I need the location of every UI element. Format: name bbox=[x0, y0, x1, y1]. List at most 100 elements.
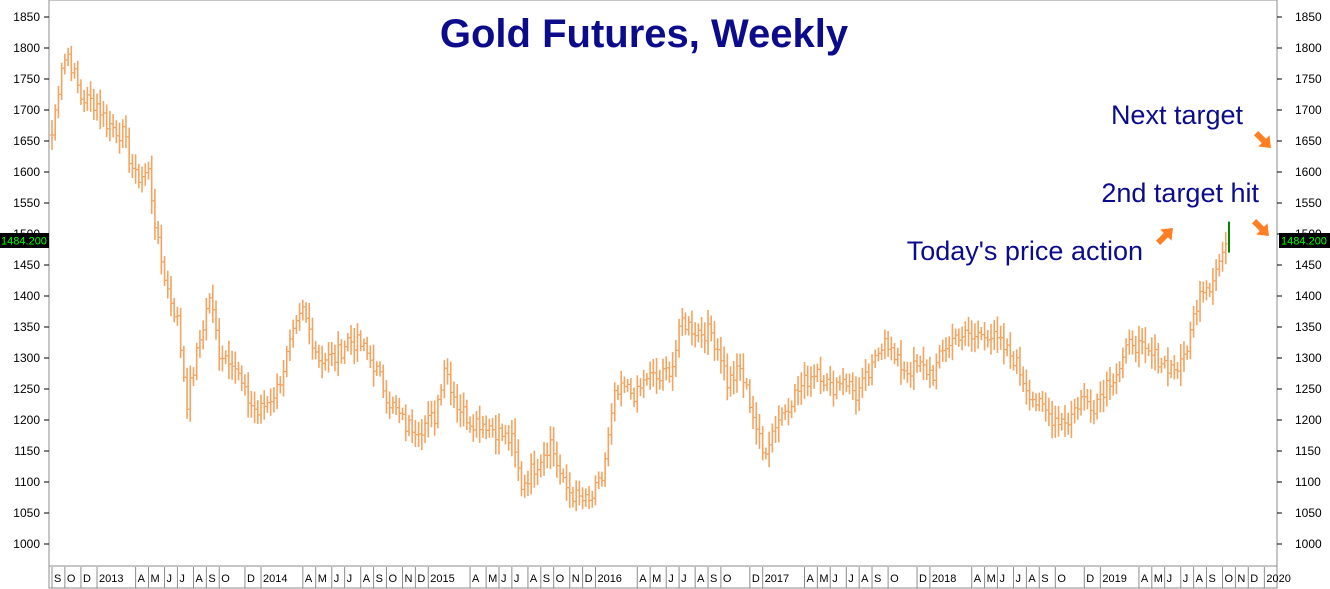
x-tick-label: J bbox=[848, 573, 854, 585]
x-tick-label: A bbox=[697, 573, 705, 585]
time-axis: S O D 2013 A M J J A S O D 2014 A M J J A S O N D 2015 A M J J A S O N… bbox=[51, 567, 1291, 588]
last-price-marker-left: 1484.200 bbox=[0, 233, 49, 248]
arrow-up-right-icon-today bbox=[1155, 228, 1173, 246]
y-tick-label: 1250 bbox=[1295, 382, 1322, 396]
x-tick-label: M bbox=[652, 573, 661, 585]
x-tick-label: O bbox=[556, 573, 565, 585]
x-tick-label: O bbox=[221, 573, 230, 585]
x-tick-label: J bbox=[668, 573, 674, 585]
y-tick-label: 1800 bbox=[1295, 41, 1322, 55]
y-tick-label: 1350 bbox=[1295, 320, 1322, 334]
x-tick-label: A bbox=[472, 573, 480, 585]
x-tick-label: J bbox=[501, 573, 507, 585]
y-tick-label: 1100 bbox=[1295, 475, 1321, 489]
x-tick-label: D bbox=[919, 573, 927, 585]
ohlc-bar-series bbox=[50, 45, 1230, 512]
right-price-axis: 1000 1050 1100 1150 1200 1250 1300 1350 1400 1450… bbox=[1277, 10, 1322, 551]
y-tick-label: 1600 bbox=[13, 165, 40, 179]
last-price-label-right: 1484.200 bbox=[1281, 236, 1327, 248]
x-tick-label: O bbox=[1225, 573, 1234, 585]
x-tick-label: J bbox=[167, 573, 173, 585]
plot-area bbox=[48, 0, 1278, 567]
x-tick-label: D bbox=[585, 573, 593, 585]
annotation-next-target: Next target bbox=[1111, 100, 1244, 130]
x-tick-label: A bbox=[974, 573, 982, 585]
y-tick-label: 1700 bbox=[13, 103, 40, 117]
x-tick-label: M bbox=[488, 573, 497, 585]
y-tick-label: 1450 bbox=[13, 258, 40, 272]
x-tick-label: S bbox=[1208, 573, 1215, 585]
x-tick-label: J bbox=[832, 573, 838, 585]
y-tick-label: 1550 bbox=[13, 196, 40, 210]
y-tick-label: 1200 bbox=[1295, 413, 1322, 427]
x-tick-label: M bbox=[150, 573, 159, 585]
x-tick-label: 2017 bbox=[765, 573, 789, 585]
x-tick-label: D bbox=[417, 573, 425, 585]
x-tick-label: S bbox=[376, 573, 383, 585]
x-tick-label: O bbox=[67, 573, 76, 585]
arrow-down-right-icon-second-target bbox=[1251, 218, 1269, 236]
x-tick-label: J bbox=[1183, 573, 1189, 585]
x-tick-label: A bbox=[1196, 573, 1204, 585]
x-tick-label: D bbox=[83, 573, 91, 585]
y-tick-label: 1650 bbox=[1295, 134, 1322, 148]
x-tick-label: J bbox=[1016, 573, 1022, 585]
last-price-label-left: 1484.200 bbox=[1, 236, 47, 248]
x-tick-label: S bbox=[543, 573, 550, 585]
x-tick-label: M bbox=[987, 573, 996, 585]
x-tick-label: S bbox=[54, 573, 61, 585]
x-tick-label: O bbox=[1057, 573, 1066, 585]
x-tick-label: 2019 bbox=[1102, 573, 1126, 585]
y-tick-label: 1550 bbox=[1295, 196, 1322, 210]
x-tick-label: A bbox=[1141, 573, 1149, 585]
x-tick-label: O bbox=[723, 573, 732, 585]
x-tick-label: 2015 bbox=[430, 573, 454, 585]
weekly-bar bbox=[1223, 231, 1228, 265]
y-tick-label: 1450 bbox=[1295, 258, 1322, 272]
x-tick-label: J bbox=[514, 573, 520, 585]
x-tick-label: 2018 bbox=[932, 573, 956, 585]
x-tick-label: D bbox=[247, 573, 255, 585]
time-axis-strip bbox=[48, 565, 1278, 589]
x-tick-label: A bbox=[639, 573, 647, 585]
chart-title: Gold Futures, Weekly bbox=[440, 12, 849, 56]
x-tick-label: A bbox=[530, 573, 538, 585]
x-tick-label: A bbox=[1028, 573, 1036, 585]
x-tick-label: N bbox=[572, 573, 580, 585]
x-tick-label: A bbox=[861, 573, 869, 585]
y-tick-label: 1100 bbox=[14, 475, 40, 489]
x-tick-label: D bbox=[1086, 573, 1094, 585]
y-tick-label: 1750 bbox=[1295, 72, 1322, 86]
annotation-today: Today's price action bbox=[907, 236, 1143, 266]
last-price-marker-right: 1484.200 bbox=[1279, 233, 1330, 248]
x-tick-label: N bbox=[405, 573, 413, 585]
x-tick-label: D bbox=[1250, 573, 1258, 585]
y-tick-label: 1050 bbox=[13, 506, 40, 520]
x-tick-label: A bbox=[363, 573, 371, 585]
x-tick-label: O bbox=[890, 573, 899, 585]
x-tick-label: J bbox=[347, 573, 353, 585]
y-tick-label: 1000 bbox=[13, 537, 40, 551]
x-tick-label: 2020 bbox=[1266, 573, 1290, 585]
x-tick-label: A bbox=[138, 573, 146, 585]
y-tick-label: 1350 bbox=[13, 320, 40, 334]
y-tick-label: 1650 bbox=[13, 134, 40, 148]
y-tick-label: 1050 bbox=[1295, 506, 1322, 520]
x-tick-label: S bbox=[1041, 573, 1048, 585]
x-tick-label: N bbox=[1237, 573, 1245, 585]
x-tick-label: M bbox=[819, 573, 828, 585]
y-tick-label: 1400 bbox=[1295, 289, 1322, 303]
y-tick-label: 1300 bbox=[1295, 351, 1322, 365]
x-tick-label: J bbox=[999, 573, 1005, 585]
y-tick-label: 1400 bbox=[13, 289, 40, 303]
y-tick-label: 1600 bbox=[1295, 165, 1322, 179]
x-tick-label: S bbox=[874, 573, 881, 585]
y-tick-label: 1150 bbox=[1295, 444, 1321, 458]
y-tick-label: 1300 bbox=[13, 351, 40, 365]
x-tick-label: 2014 bbox=[263, 573, 287, 585]
x-tick-label: 2013 bbox=[99, 573, 123, 585]
x-tick-label: S bbox=[208, 573, 215, 585]
y-tick-label: 1200 bbox=[13, 413, 40, 427]
x-tick-label: S bbox=[710, 573, 717, 585]
